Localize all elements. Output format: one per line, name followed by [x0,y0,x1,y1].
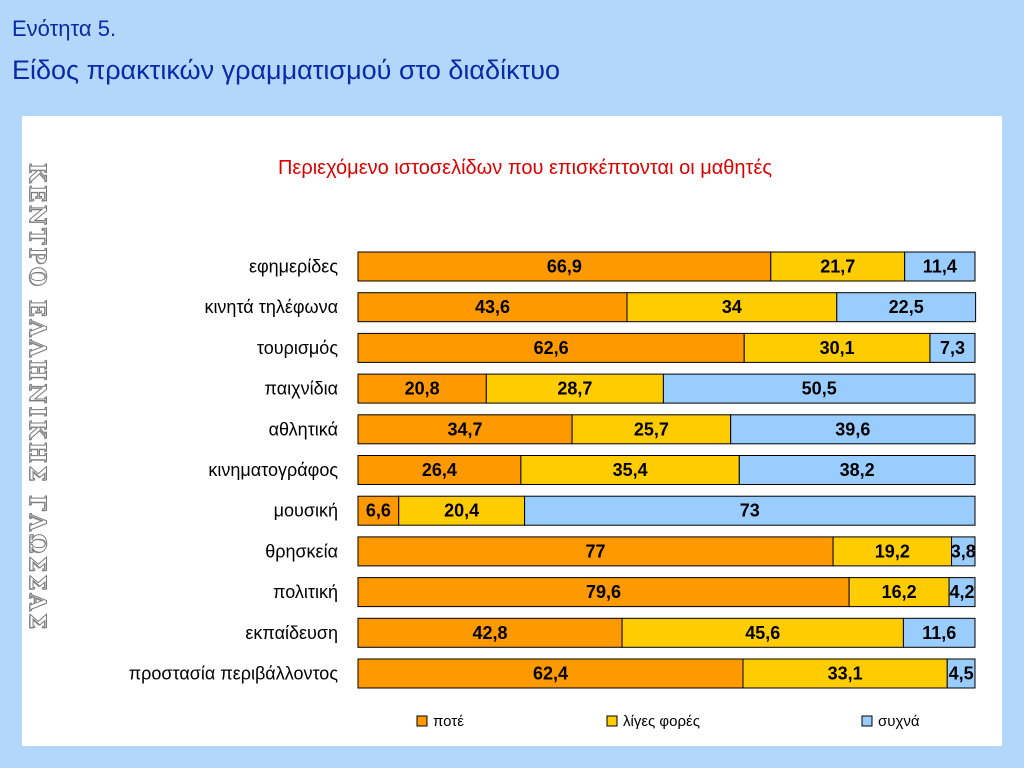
category-label: παιχνίδια [265,379,338,399]
bar-segment [848,577,950,608]
bar-segment [836,292,977,323]
data-label: 16,2 [882,582,917,602]
bar-segment [743,332,931,363]
bar-segment [730,414,976,445]
category-label: θρησκεία [265,541,338,561]
bar-segment [738,455,976,485]
chart-panel: Περιεχόμενο ιστοσελίδων που επισκέπτοντα… [22,116,1002,746]
watermark-logo: ΚΕΝΤΡΟ ΕΛΛΗΝΙΚΗΣ ΓΛΩΣΣΑΣ [24,163,51,643]
data-label: 33,1 [828,664,863,684]
bar-segment [357,332,745,363]
data-label: 79,6 [586,582,621,602]
bar-segment [662,373,976,404]
data-label: 62,6 [534,338,569,358]
data-label: 11,4 [923,257,957,277]
bar-segment [357,577,850,608]
bar-segment [902,617,976,648]
bar-segment [946,658,976,689]
data-label: 73 [740,501,760,521]
data-label: 7,3 [940,338,965,358]
category-label: αθλητικά [269,419,338,439]
bar-segment [357,373,487,404]
data-label: 22,5 [889,297,924,317]
bar-segment [357,658,744,689]
bar-segment [524,495,976,526]
data-label: 6,6 [366,501,391,521]
data-label: 38,2 [840,460,875,480]
data-label: 20,8 [405,379,440,399]
data-label: 62,4 [533,664,568,684]
category-label: τουρισμός [257,338,338,358]
bar-segment [357,495,400,526]
bar-segment [357,251,772,282]
legend-label: ποτέ [433,713,464,730]
legend-swatch [416,715,428,727]
bar-segment [929,332,976,363]
category-label: κινηματογράφος [208,460,338,480]
data-label: 34 [722,297,742,317]
chart: Περιεχόμενο ιστοσελίδων που επισκέπτοντα… [129,157,977,730]
category-label: μουσική [274,501,338,521]
data-label: 35,4 [613,460,648,480]
data-label: 28,7 [557,379,592,399]
data-label: 20,4 [444,501,479,521]
data-label: 21,7 [820,257,855,277]
data-label: 25,7 [634,419,669,439]
bar-segment [904,251,976,282]
category-label: εφημερίδες [249,257,338,277]
category-label: κινητά τηλέφωνα [204,297,338,317]
bar-segment [398,495,526,526]
page-title: Είδος πρακτικών γραμματισμού στο διαδίκτ… [12,55,561,85]
data-label: 4,2 [950,582,975,602]
data-label: 43,6 [475,297,510,317]
bar-segment [357,455,522,485]
bar-segment [770,251,906,282]
data-label: 39,6 [835,419,870,439]
data-label: 42,8 [473,623,508,643]
data-label: 11,6 [922,623,956,643]
legend-label: συχνά [878,713,920,730]
bar-segment [571,414,732,445]
bar-segment [520,455,740,485]
bar-segment [948,577,976,608]
chart-title: Περιεχόμενο ιστοσελίδων που επισκέπτοντα… [278,157,772,179]
bar-segment [832,536,953,567]
bar-segment [951,536,976,567]
legend-label: λίγες φορές [623,713,700,730]
category-label: εκπαίδευση [245,623,338,643]
data-label: 66,9 [547,257,582,277]
data-label: 77 [586,541,606,561]
bar-segment [626,292,838,323]
bar-segment [742,658,948,689]
data-label: 19,2 [875,541,910,561]
bar-segment [357,414,573,445]
watermark-text: ΚΕΝΤΡΟ ΕΛΛΗΝΙΚΗΣ ΓΛΩΣΣΑΣ [24,163,51,633]
legend-swatch [861,715,873,727]
data-label: 3,8 [951,541,976,561]
data-label: 34,7 [448,419,483,439]
legend-swatch [606,715,618,727]
category-label: πολιτική [273,582,338,602]
category-label: προστασία περιβάλλοντος [129,664,339,684]
data-label: 4,5 [949,664,974,684]
bar-segment [357,536,834,567]
data-label: 30,1 [820,338,855,358]
data-label: 50,5 [802,379,837,399]
section-label: Ενότητα 5. [12,16,117,41]
data-label: 26,4 [422,460,457,480]
data-label: 45,6 [745,623,780,643]
